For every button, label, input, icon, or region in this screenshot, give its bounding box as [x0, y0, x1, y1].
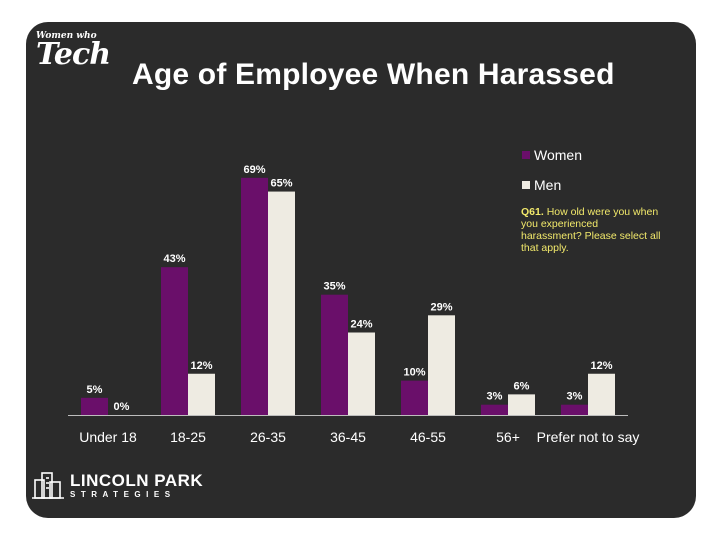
x-tick-label-6: Prefer not to say — [537, 429, 640, 445]
bar-women-2 — [241, 177, 268, 415]
brand-line2: Tech — [36, 37, 111, 72]
data-label-women-0: 5% — [87, 384, 103, 396]
building-icon — [32, 472, 64, 499]
data-label-women-6: 3% — [567, 391, 583, 403]
legend-swatch-women — [522, 151, 530, 159]
legend-label-men: Men — [534, 177, 562, 193]
data-label-men-4: 29% — [430, 301, 452, 313]
bar-women-3 — [321, 294, 348, 415]
bar-men-4 — [428, 315, 455, 415]
legend-item-women: Women — [522, 140, 582, 170]
lincoln-park-logo: LINCOLN PARK STRATEGIES — [32, 468, 203, 502]
chart-title: Age of Employee When Harassed — [132, 58, 615, 91]
slide-background — [26, 22, 696, 518]
brand-line1: Women who — [36, 31, 97, 41]
bar-women-0 — [81, 397, 108, 415]
question-text: How old were you when you experienced ha… — [521, 206, 661, 254]
bar-men-1 — [188, 373, 215, 415]
data-label-men-0: 0% — [114, 401, 130, 413]
legend-item-men: Men — [522, 170, 582, 200]
x-tick-label-1: 18-25 — [170, 429, 206, 445]
bar-women-5 — [481, 404, 508, 415]
bar-men-2 — [268, 191, 295, 415]
bar-men-3 — [348, 332, 375, 415]
x-tick-label-2: 26-35 — [250, 429, 286, 445]
bar-women-1 — [161, 267, 188, 415]
bar-women-4 — [401, 380, 428, 415]
question-note: Q61. How old were you when you experienc… — [521, 206, 661, 254]
x-tick-label-4: 46-55 — [410, 429, 446, 445]
x-tick-label-3: 36-45 — [330, 429, 366, 445]
data-label-women-5: 3% — [487, 391, 503, 403]
data-label-women-3: 35% — [323, 281, 345, 293]
x-tick-label-0: Under 18 — [79, 429, 137, 445]
bar-men-5 — [508, 394, 535, 415]
data-label-women-4: 10% — [403, 367, 425, 379]
legend-swatch-men — [522, 181, 530, 189]
footer-line2: STRATEGIES — [70, 489, 176, 499]
bar-men-6 — [588, 373, 615, 415]
data-label-men-2: 65% — [270, 178, 292, 190]
data-label-men-1: 12% — [190, 360, 212, 372]
bar-women-6 — [561, 404, 588, 415]
data-label-women-2: 69% — [243, 164, 265, 176]
legend-label-women: Women — [534, 147, 582, 163]
question-number: Q61. — [521, 206, 544, 218]
data-label-men-6: 12% — [590, 360, 612, 372]
data-label-women-1: 43% — [163, 253, 185, 265]
footer-line1: LINCOLN PARK — [70, 470, 204, 490]
women-who-tech-logo: Women who Tech — [36, 31, 111, 72]
x-tick-label-5: 56+ — [496, 429, 520, 445]
data-label-men-5: 6% — [514, 380, 530, 392]
data-label-men-3: 24% — [350, 319, 372, 331]
legend: Women Men — [522, 140, 582, 200]
